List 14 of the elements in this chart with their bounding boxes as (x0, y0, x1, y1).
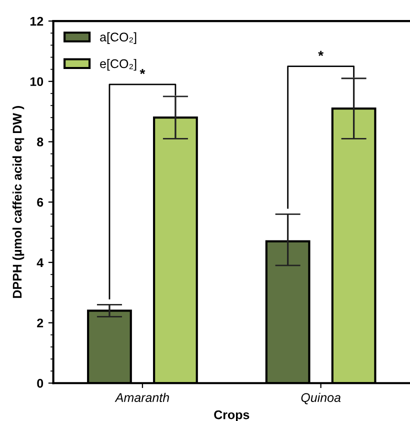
annotation: * (318, 50, 324, 56)
y-tick-label: 4 (36, 258, 44, 267)
y-axis-title: DPPH (µmol caffeic acid eq DW ) (12, 106, 24, 298)
x-tick-label: Quinoa (301, 392, 341, 404)
legend-label: e[CO₂] (100, 58, 136, 71)
y-tick-label: 10 (30, 77, 44, 86)
y-tick-label: 6 (37, 198, 44, 207)
y-tick-label: 8 (37, 138, 44, 146)
annotation: * (140, 68, 146, 74)
y-tick-label: 12 (30, 16, 44, 26)
legend-label: a[CO₂] (100, 32, 136, 44)
y-tick-label: 2 (37, 318, 44, 328)
y-tick-label: 0 (37, 378, 44, 388)
x-tick-label: Amaranth (114, 392, 169, 402)
